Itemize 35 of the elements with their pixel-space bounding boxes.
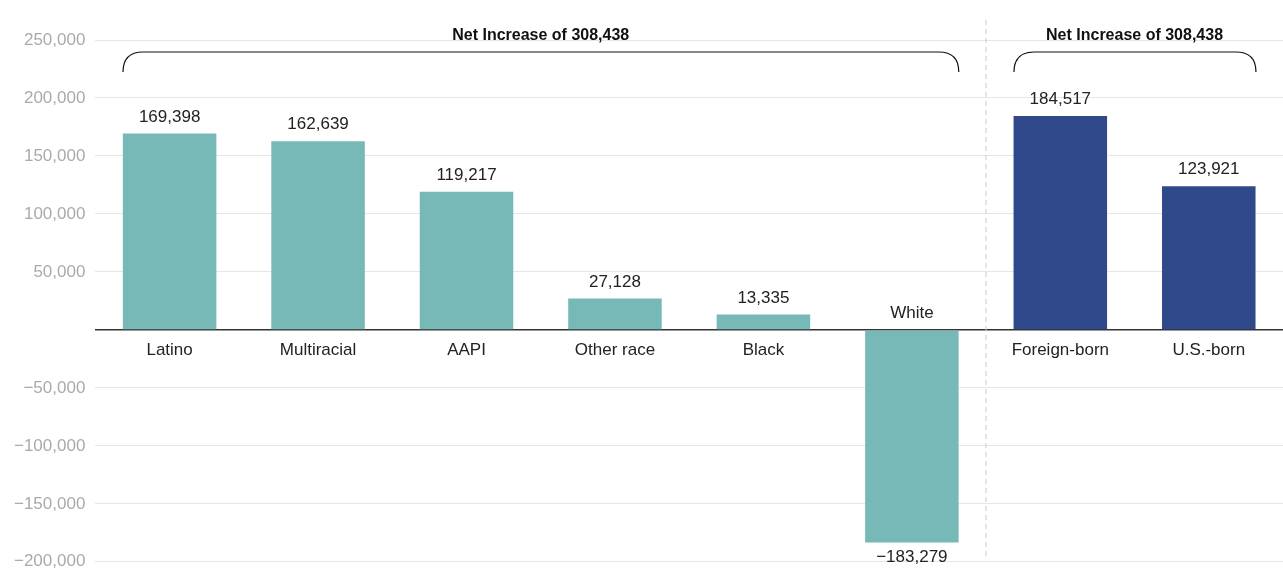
- x-tick-label: Foreign-born: [1011, 340, 1109, 360]
- x-tick-label: Multiracial: [279, 340, 357, 360]
- x-tick-label: U.S.-born: [1172, 340, 1246, 360]
- bar: [1162, 186, 1256, 330]
- data-label: 13,335: [737, 287, 790, 307]
- y-tick-label: −150,000: [13, 493, 86, 513]
- bar: [865, 330, 959, 543]
- y-tick-label: 100,000: [23, 203, 86, 223]
- bar: [122, 133, 217, 330]
- data-label: 169,398: [138, 106, 201, 126]
- data-label: −183,279: [876, 546, 948, 566]
- y-tick-label: −100,000: [13, 435, 86, 455]
- bar: [568, 298, 662, 330]
- bar: [271, 141, 365, 330]
- data-label: 27,128: [588, 271, 641, 291]
- x-tick-label: Other race: [574, 340, 656, 360]
- bar: [1013, 115, 1108, 330]
- y-tick-label: −200,000: [13, 551, 86, 571]
- x-tick-label: White: [890, 303, 934, 323]
- x-tick-label: AAPI: [447, 340, 486, 360]
- annotation: Net Increase of 308,438: [452, 26, 630, 44]
- y-tick-label: 250,000: [23, 29, 86, 49]
- data-label: 184,517: [1029, 89, 1092, 109]
- data-label: 162,639: [287, 114, 349, 134]
- y-tick-label: 150,000: [23, 145, 86, 165]
- y-tick-label: −50,000: [23, 377, 86, 397]
- data-label: 123,921: [1178, 159, 1240, 179]
- bar: [716, 314, 811, 330]
- bar: [419, 191, 514, 330]
- x-tick-label: Latino: [146, 340, 193, 360]
- x-tick-label: Black: [742, 340, 785, 360]
- annotation: Net Increase of 308,438: [1046, 26, 1224, 44]
- y-tick-label: 50,000: [33, 261, 86, 281]
- y-tick-label: 200,000: [23, 87, 86, 107]
- data-label: 119,217: [436, 164, 497, 184]
